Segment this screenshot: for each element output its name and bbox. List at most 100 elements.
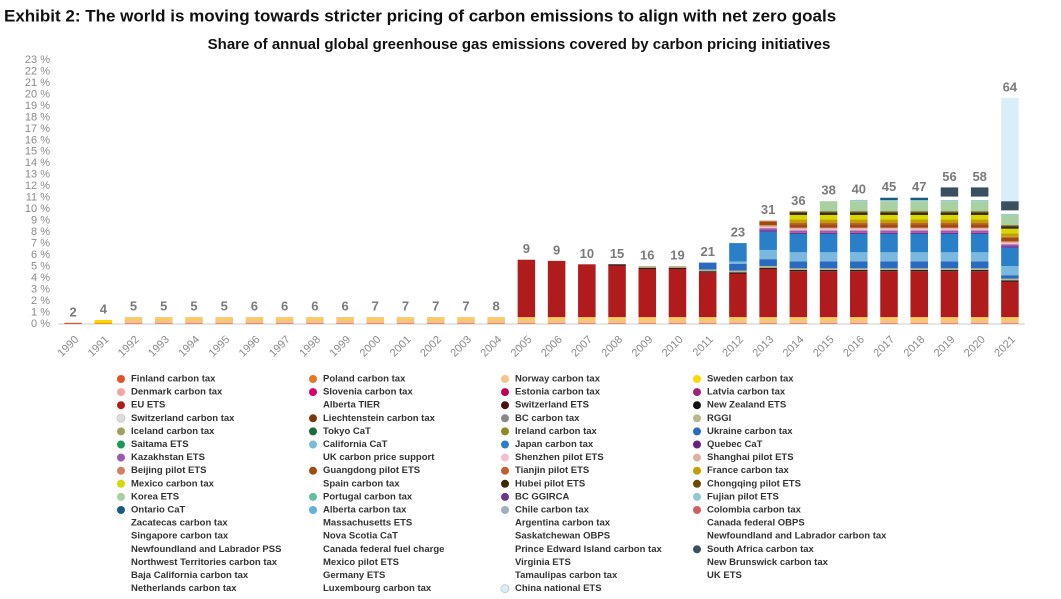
bar-segment [940,270,959,272]
x-tick-label: 2010 [660,334,686,360]
count-label: 7 [432,299,439,314]
bar-segment [426,317,445,319]
count-label: 8 [493,299,500,314]
bar-segment [215,323,233,324]
bar-segment [1001,243,1019,245]
bar-segment [940,212,959,215]
bar-segment [970,268,989,271]
legend-label: Netherlands carbon tax [131,583,237,594]
bar-segment [910,317,928,319]
count-label: 16 [640,247,654,262]
bar-segment [608,318,626,324]
y-tick-label: 10 % [25,203,50,215]
legend-label: Prince Edward Island carbon tax [515,544,662,555]
count-label: 6 [341,299,348,314]
bar-segment [850,271,868,318]
legend-label: Germany ETS [323,570,385,581]
legend-swatch [117,440,125,449]
bar-segment [124,317,143,319]
bar-segment [940,196,959,199]
legend-swatch [501,414,509,423]
bar-segment [910,219,928,223]
bar-segment [396,318,415,324]
bar-segment [275,323,294,324]
x-tick-label: 2007 [569,334,595,360]
legend-label: Iceland carbon tax [131,426,215,437]
legend-label: Norway carbon tax [515,374,601,385]
legend-swatch [693,453,701,462]
bar-segment [336,318,354,324]
count-label: 5 [190,299,197,314]
bar-segment [759,220,777,222]
bar-segment [940,229,959,231]
bar-segment [638,317,657,319]
legend-swatch [693,440,701,449]
bar-segment [759,228,777,231]
bar-segment [880,214,898,220]
bar-segment [1001,213,1019,215]
legend-label: Quebec CaT [707,439,763,450]
bar-segment [850,323,868,324]
y-tick-label: 20 % [25,88,50,100]
bar-segment [729,323,747,324]
bar-segment [729,263,747,271]
bar-segment [880,233,898,253]
bar-segment [880,229,898,231]
bar-segment [336,317,354,318]
bar-segment [1001,210,1019,213]
bar-segment [1001,266,1019,276]
bar-segment [1001,244,1019,247]
legend-swatch [501,479,509,488]
legend-swatch [501,453,509,462]
bar-segment [819,317,838,319]
x-tick-label: 2020 [962,334,988,360]
legend-label: Newfoundland and Labrador carbon tax [707,531,887,542]
count-label: 15 [610,246,624,261]
bar-segment [910,211,928,213]
y-tick-label: 18 % [25,111,50,123]
legend-label: Massachusetts ETS [323,518,412,529]
legend-swatch [693,427,701,436]
y-tick-label: 17 % [25,123,50,135]
bar-segment [547,260,566,318]
y-tick-label: 21 % [25,77,50,89]
y-tick-label: 15 % [25,146,50,158]
bar-segment [789,232,808,234]
bar-segment [759,259,777,267]
bar-segment [789,323,808,324]
bar-segment [185,323,203,324]
bar-segment [850,317,868,319]
bar-segment [910,232,928,234]
bar-segment [880,219,898,223]
y-tick-label: 8 % [31,226,50,238]
bar-segment [155,317,173,318]
legend-label: Portugal carbon tax [323,491,413,502]
count-label: 6 [281,299,288,314]
bar-segment [819,201,838,212]
bar-segment [1001,226,1019,229]
bar-segment [1001,317,1019,318]
legend-label: Liechtenstein carbon tax [323,413,436,424]
bar-segment [910,227,928,229]
bar-segment [487,318,505,324]
bar-segment [970,201,989,212]
bar-segment [789,261,808,269]
bar-segment [698,271,717,273]
count-label: 5 [130,299,137,314]
bar-segment [215,318,233,324]
bar-segment [789,227,808,229]
bar-segment [940,201,959,212]
bar-segment [850,211,868,213]
legend-label: Denmark carbon tax [131,387,223,398]
bar-segment [970,198,989,201]
bar-segment [1001,318,1019,324]
legend-label: France carbon tax [707,465,790,476]
bar-segment [940,233,959,253]
bar-segment [245,323,264,324]
bar-segment [940,198,959,201]
bar-segment [970,233,989,253]
bar-segment [729,318,747,324]
bar-segment [698,317,717,319]
x-tick-label: 2000 [358,334,384,360]
